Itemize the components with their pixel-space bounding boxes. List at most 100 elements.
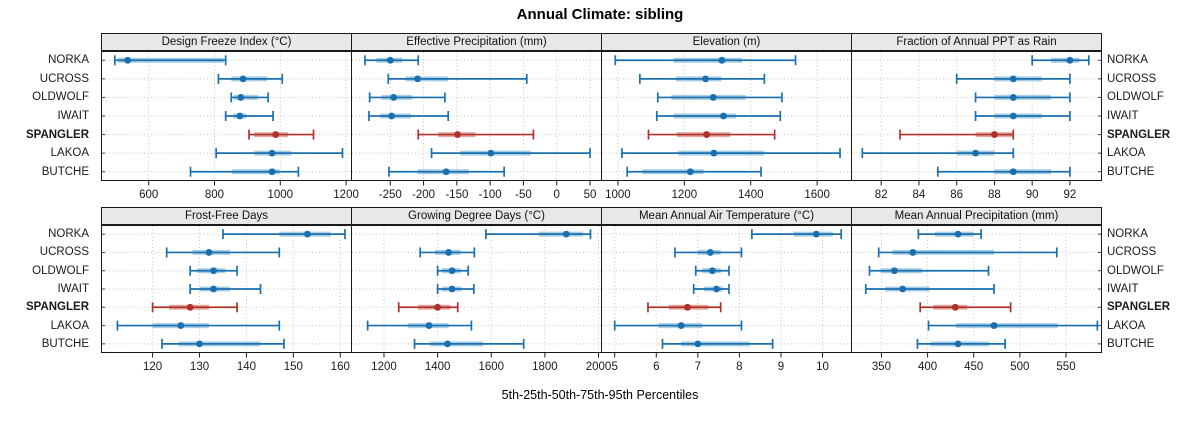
station-label-oldwolf: OLDWOLF [1107,91,1164,104]
station-label-norka: NORKA [1107,228,1148,241]
axis-tick-label: 1200 [333,189,359,201]
axis-tick-label: 88 [988,189,1001,201]
station-label-spangler: SPANGLER [25,301,89,314]
chart-title: Annual Climate: sibling [516,6,684,23]
panel-effective-precipitation: Effective Precipitation (mm) -250 -200 -15… [351,33,602,203]
panel-strip-label: Effective Precipitation (mm) [351,33,602,51]
panel-plot-area [101,51,352,181]
panel-plot-area [851,225,1102,353]
axis-tick-label: -200 [412,189,435,201]
station-label-butche: BUTCHE [1107,337,1155,350]
panel-plot-area [851,51,1102,181]
panel-x-axis: 5 6 7 8 9 10 [612,353,829,373]
axis-tick-label: 140 [237,361,256,373]
panel-frost-free-days: Frost-Free Days 120 130 140 150 160 [101,207,352,375]
panel-x-axis: 350 400 450 500 550 [872,353,1076,373]
axis-tick-label: 1400 [425,361,451,373]
axis-tick-label: 350 [872,361,891,373]
axis-tick-label: 450 [964,361,983,373]
axis-tick-label: -50 [515,189,532,201]
axis-tick-label: 160 [331,361,350,373]
row1-left-station-labels: NORKA UCROSS OLDWOLF IWAIT SPANGLER LAKOA BUTC… [0,51,95,181]
panel-strip-label: Design Freeze Index (°C) [101,33,352,51]
station-label-lakoa: LAKOA [1107,147,1146,160]
axis-tick-label: 150 [284,361,303,373]
panel-plot-area [351,51,602,181]
axis-tick-label: 130 [190,361,209,373]
station-label-spangler: SPANGLER [25,128,89,141]
station-label-ucross: UCROSS [39,246,89,259]
station-label-spangler: SPANGLER [1107,301,1171,314]
station-label-butche: BUTCHE [1107,165,1155,178]
station-label-oldwolf: OLDWOLF [32,264,89,277]
axis-tick-label: 5 [612,361,618,373]
panel-strip-label: Mean Annual Air Temperature (°C) [601,207,852,225]
axis-tick-label: 10 [816,361,829,373]
panel-plot-area [351,225,602,353]
station-label-oldwolf: OLDWOLF [32,91,89,104]
panel-x-axis: 1200 1400 1600 1800 2000 [371,353,611,373]
station-label-spangler: SPANGLER [1107,128,1171,141]
panel-x-axis: 82 84 86 88 90 92 [875,181,1077,201]
panel-fraction-ppt-as-rain: Fraction of Annual PPT as Rain 82 84 86 88 9… [851,33,1102,203]
axis-tick-label: 82 [875,189,888,201]
station-label-norka: NORKA [1107,54,1148,67]
panel-x-axis: 120 130 140 150 160 [143,353,350,373]
panel-mean-annual-air-temperature: Mean Annual Air Temperature (°C) 5 6 7 8 9 10 [601,207,852,375]
axis-tick-label: 86 [950,189,963,201]
axis-tick-label: 1000 [267,189,293,201]
axis-tick-label: 2000 [586,361,612,373]
axis-tick-label: 550 [1056,361,1075,373]
axis-tick-label: 50 [584,189,597,201]
panel-plot-area [101,225,352,353]
axis-tick-label: 1400 [738,189,764,201]
station-label-lakoa: LAKOA [50,319,89,332]
row2-left-station-labels: NORKA UCROSS OLDWOLF IWAIT SPANGLER LAKOA BUTC… [0,225,95,353]
station-label-iwait: IWAIT [1107,110,1139,122]
panel-x-axis: 1000 1200 1400 1600 [605,181,830,201]
station-label-iwait: IWAIT [1107,283,1139,295]
panel-mean-annual-precipitation: Mean Annual Precipitation (mm) 350 400 450… [851,207,1102,375]
axis-tick-label: 1200 [371,361,397,373]
axis-tick-label: 1800 [532,361,558,373]
axis-tick-label: 8 [736,361,742,373]
panel-plot-area [601,51,852,181]
panel-design-freeze-index: Design Freeze Index (°C) 600 800 1000 1200 [101,33,359,203]
station-label-ucross: UCROSS [1107,72,1157,85]
row1-right-station-labels: NORKA UCROSS OLDWOLF IWAIT SPANGLER LAKOA BUTC… [1101,51,1200,181]
axis-tick-label: 84 [913,189,926,201]
station-label-norka: NORKA [48,228,89,241]
station-label-butche: BUTCHE [41,337,89,350]
axis-tick-label: 7 [695,361,701,373]
panel-x-axis: -250 -200 -150 -100 -50 0 50 [379,181,597,201]
panel-strip-label: Frost-Free Days [101,207,352,225]
axis-tick-label: 6 [653,361,659,373]
axis-tick-label: -100 [479,189,502,201]
axis-tick-label: -150 [445,189,468,201]
panel-growing-degree-days: Growing Degree Days (°C) 1200 1400 1600 180… [351,207,611,375]
panel-strip-label: Growing Degree Days (°C) [351,207,602,225]
axis-tick-label: 500 [1010,361,1029,373]
percentiles-caption: 5th-25th-50th-75th-95th Percentiles [501,388,699,402]
axis-tick-label: 1600 [478,361,504,373]
axis-tick-label: -250 [379,189,402,201]
station-label-butche: BUTCHE [41,165,89,178]
station-label-lakoa: LAKOA [1107,319,1146,332]
station-label-ucross: UCROSS [1107,246,1157,259]
axis-tick-label: 1000 [605,189,631,201]
station-label-iwait: IWAIT [57,110,89,122]
station-label-ucross: UCROSS [39,72,89,85]
axis-tick-label: 92 [1064,189,1077,201]
axis-tick-label: 1200 [672,189,698,201]
row2-right-station-labels: NORKA UCROSS OLDWOLF IWAIT SPANGLER LAKOA BUTC… [1101,225,1200,353]
axis-tick-label: 600 [139,189,158,201]
axis-tick-label: 120 [143,361,162,373]
panel-strip-label: Elevation (m) [601,33,852,51]
axis-tick-label: 800 [205,189,224,201]
station-label-iwait: IWAIT [57,283,89,295]
axis-tick-label: 1600 [804,189,830,201]
axis-tick-label: 0 [554,189,560,201]
panel-x-axis: 600 800 1000 1200 [139,181,359,201]
axis-tick-label: 9 [778,361,784,373]
station-label-norka: NORKA [48,54,89,67]
